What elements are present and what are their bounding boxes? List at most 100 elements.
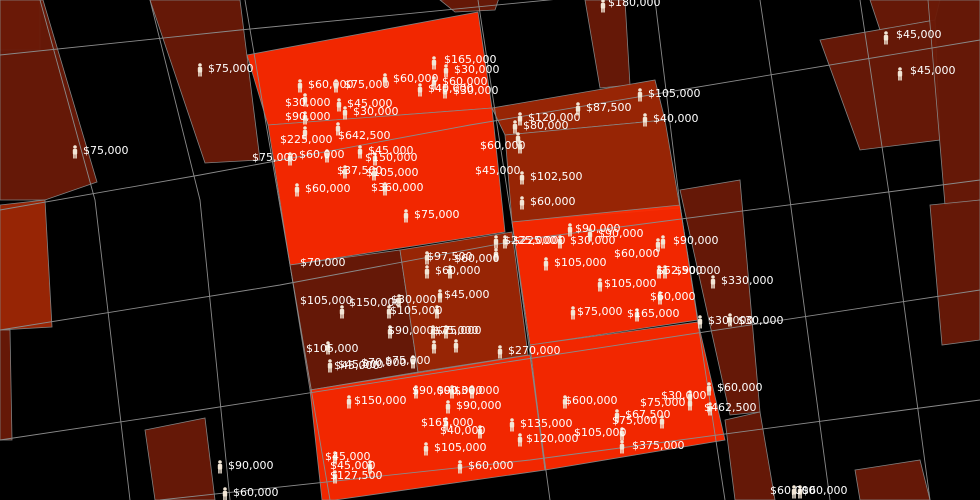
price-marker[interactable]: $75,000: [197, 62, 254, 77]
person-icon[interactable]: [342, 165, 348, 179]
person-icon[interactable]: [372, 152, 378, 166]
price-marker[interactable]: $105,000: [390, 304, 443, 319]
price-marker[interactable]: $67,500: [614, 408, 671, 423]
price-marker[interactable]: $105,000: [597, 277, 657, 292]
price-marker[interactable]: $150,000: [365, 151, 418, 166]
price-marker[interactable]: $90,000: [567, 222, 621, 237]
price-marker[interactable]: $105,000: [637, 87, 701, 102]
price-marker[interactable]: $105,000: [300, 294, 353, 319]
price-marker[interactable]: $75,000: [72, 144, 129, 159]
price-marker[interactable]: $60,000: [431, 75, 488, 90]
price-marker[interactable]: $30,000: [443, 63, 500, 78]
price-marker[interactable]: $70,000: [300, 256, 453, 279]
person-icon[interactable]: [517, 433, 523, 447]
person-icon[interactable]: [493, 248, 499, 262]
person-icon[interactable]: [519, 196, 525, 210]
person-icon[interactable]: [371, 167, 377, 181]
price-marker[interactable]: $105,000: [423, 441, 487, 456]
person-icon[interactable]: [357, 145, 363, 159]
price-marker[interactable]: $180,000: [600, 0, 661, 13]
person-icon[interactable]: [469, 385, 475, 399]
person-icon[interactable]: [413, 385, 419, 399]
person-icon[interactable]: [417, 83, 423, 97]
price-marker[interactable]: $60,000: [297, 78, 354, 93]
price-marker[interactable]: $75,000: [333, 78, 390, 93]
person-icon[interactable]: [346, 395, 352, 409]
person-icon[interactable]: [634, 308, 640, 322]
person-icon[interactable]: [570, 306, 576, 320]
person-icon[interactable]: [443, 417, 449, 431]
price-marker[interactable]: $60,000: [382, 72, 439, 87]
person-icon[interactable]: [217, 460, 223, 474]
price-marker[interactable]: $462,500: [704, 401, 757, 416]
person-icon[interactable]: [883, 31, 889, 45]
person-icon[interactable]: [332, 451, 338, 465]
person-icon[interactable]: [431, 76, 437, 90]
price-marker[interactable]: $90,000: [387, 324, 434, 339]
price-marker[interactable]: $60,000: [294, 182, 351, 197]
price-marker[interactable]: $60,000: [424, 264, 481, 279]
person-icon[interactable]: [424, 265, 430, 279]
person-icon[interactable]: [442, 85, 448, 99]
price-marker[interactable]: $45,000: [897, 64, 956, 81]
person-icon[interactable]: [727, 313, 733, 327]
price-marker[interactable]: $60,000: [791, 484, 848, 499]
price-marker[interactable]: $120,000: [517, 432, 579, 447]
person-icon[interactable]: [434, 305, 440, 319]
person-icon[interactable]: [656, 265, 662, 279]
price-marker[interactable]: $45,000: [883, 28, 942, 45]
price-marker[interactable]: $30,000: [442, 84, 499, 99]
person-icon[interactable]: [567, 223, 573, 237]
person-icon[interactable]: [431, 340, 437, 354]
price-marker[interactable]: $225,000: [502, 234, 566, 249]
price-marker[interactable]: $30,000: [697, 314, 754, 329]
price-marker[interactable]: $30,000: [391, 293, 437, 308]
price-marker[interactable]: $75,000: [612, 414, 665, 429]
price-marker[interactable]: $150,000: [349, 296, 402, 319]
price-marker[interactable]: $270,000: [497, 344, 561, 359]
price-marker[interactable]: $45,000: [357, 144, 414, 159]
price-marker[interactable]: $40,000: [440, 424, 486, 439]
price-marker[interactable]: $60,000: [457, 459, 514, 474]
person-icon[interactable]: [660, 235, 666, 249]
price-marker[interactable]: $105,000: [366, 166, 419, 181]
price-marker[interactable]: $75,000: [403, 208, 460, 223]
person-icon[interactable]: [614, 409, 620, 423]
person-icon[interactable]: [791, 485, 797, 499]
person-icon[interactable]: [382, 182, 388, 196]
price-marker[interactable]: $70,000: [361, 339, 459, 369]
price-marker[interactable]: $87,500: [575, 101, 632, 116]
price-marker[interactable]: $30,000: [449, 384, 500, 399]
person-icon[interactable]: [453, 339, 459, 353]
person-icon[interactable]: [477, 425, 483, 439]
person-icon[interactable]: [512, 120, 518, 134]
price-marker[interactable]: $37,500: [337, 164, 383, 179]
price-marker[interactable]: $150,000: [346, 394, 407, 409]
person-icon[interactable]: [367, 460, 373, 474]
person-icon[interactable]: [659, 415, 665, 429]
person-icon[interactable]: [197, 63, 203, 77]
person-icon[interactable]: [497, 345, 503, 359]
person-icon[interactable]: [619, 440, 625, 454]
price-marker[interactable]: $75,000: [640, 396, 693, 411]
person-icon[interactable]: [642, 113, 648, 127]
person-icon[interactable]: [710, 275, 716, 289]
person-icon[interactable]: [297, 79, 303, 93]
price-marker[interactable]: $45,000: [336, 97, 393, 112]
price-marker[interactable]: $45,000: [475, 140, 523, 177]
price-marker[interactable]: $90,000: [437, 384, 483, 399]
price-marker[interactable]: $60,000: [650, 290, 696, 305]
price-marker[interactable]: $75,000: [252, 151, 298, 166]
price-marker[interactable]: $225,000: [280, 126, 333, 146]
price-marker[interactable]: $80,000: [512, 119, 569, 134]
price-marker[interactable]: $225,000: [493, 234, 557, 249]
price-marker[interactable]: $165,000: [421, 416, 474, 431]
price-marker[interactable]: $165,000: [431, 53, 497, 70]
price-marker[interactable]: $90,000: [285, 110, 331, 125]
price-marker[interactable]: $60,000: [454, 248, 500, 265]
person-icon[interactable]: [587, 228, 593, 242]
person-icon[interactable]: [707, 402, 713, 416]
person-icon[interactable]: [335, 122, 341, 136]
person-icon[interactable]: [637, 88, 643, 102]
